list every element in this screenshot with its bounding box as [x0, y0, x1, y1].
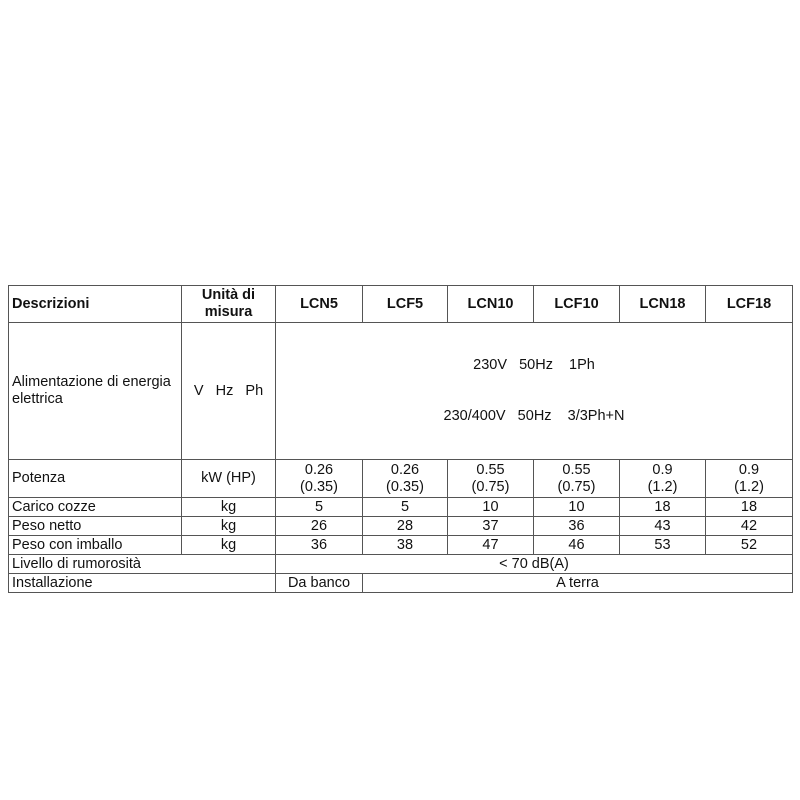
row-label: Peso netto	[8, 516, 182, 536]
row-label: Potenza	[8, 459, 182, 498]
cell: 52	[705, 535, 793, 555]
power-cell: 0.9 (1.2)	[619, 459, 706, 498]
table-row-noise: Livello di rumorosità < 70 dB(A)	[8, 554, 793, 574]
cell: 36	[533, 516, 620, 536]
header-unit: Unità di misura	[181, 285, 276, 323]
table-row-load: Carico cozze kg 5 5 10 10 18 18	[8, 497, 793, 517]
cell: 42	[705, 516, 793, 536]
header-model: LCF18	[705, 285, 793, 323]
cell: 36	[275, 535, 363, 555]
power-supply-line-2: 230/400V 50Hz 3/3Ph+N	[443, 408, 625, 424]
power-cell: 0.55 (0.75)	[533, 459, 620, 498]
cell: 38	[362, 535, 448, 555]
header-model: LCN10	[447, 285, 534, 323]
cell: 43	[619, 516, 706, 536]
cell: 37	[447, 516, 534, 536]
header-model: LCN18	[619, 285, 706, 323]
hp: (0.75)	[557, 478, 596, 495]
kw: 0.26	[304, 461, 334, 478]
hp: (0.35)	[386, 478, 424, 495]
hp: (0.75)	[471, 478, 510, 495]
kw: 0.9	[738, 461, 760, 478]
kw: 0.55	[562, 461, 591, 478]
header-model: LCF10	[533, 285, 620, 323]
power-cell: 0.55 (0.75)	[447, 459, 534, 498]
row-unit: V Hz Ph	[181, 322, 276, 460]
row-label: Peso con imballo	[8, 535, 182, 555]
power-supply-value: 230V 50Hz 1Ph 230/400V 50Hz 3/3Ph+N	[275, 322, 793, 460]
table-row-gross-weight: Peso con imballo kg 36 38 47 46 53 52	[8, 535, 793, 555]
installation-floor: A terra	[362, 573, 793, 593]
cell: 5	[362, 497, 448, 517]
row-unit: kW (HP)	[181, 459, 276, 498]
cell: 28	[362, 516, 448, 536]
cell: 26	[275, 516, 363, 536]
kw: 0.26	[390, 461, 420, 478]
cell: 18	[705, 497, 793, 517]
cell: 10	[533, 497, 620, 517]
power-cell: 0.26 (0.35)	[275, 459, 363, 498]
kw: 0.9	[652, 461, 673, 478]
table-row-net-weight: Peso netto kg 26 28 37 36 43 42	[8, 516, 793, 536]
hp: (0.35)	[300, 478, 338, 495]
row-unit: kg	[181, 535, 276, 555]
row-label: Carico cozze	[8, 497, 182, 517]
cell: 47	[447, 535, 534, 555]
table-row-power-supply: Alimentazione di energia elettrica V Hz …	[8, 322, 793, 460]
cell: 5	[275, 497, 363, 517]
row-unit: kg	[181, 516, 276, 536]
row-label: Livello di rumorosità	[8, 554, 276, 574]
header-description: Descrizioni	[8, 285, 182, 323]
power-supply-line-1: 230V 50Hz 1Ph	[473, 357, 595, 373]
installation-bench: Da banco	[275, 573, 363, 593]
cell: 53	[619, 535, 706, 555]
noise-value: < 70 dB(A)	[275, 554, 793, 574]
power-cell: 0.26 (0.35)	[362, 459, 448, 498]
specifications-table: Descrizioni Unità di misura LCN5 LCF5 LC…	[8, 285, 793, 593]
row-label: Alimentazione di energia elettrica	[8, 322, 182, 460]
hp: (1.2)	[734, 478, 764, 495]
kw: 0.55	[476, 461, 505, 478]
cell: 10	[447, 497, 534, 517]
hp: (1.2)	[647, 478, 678, 495]
table-row-installation: Installazione Da banco A terra	[8, 573, 793, 593]
cell: 18	[619, 497, 706, 517]
power-cell: 0.9 (1.2)	[705, 459, 793, 498]
header-model: LCF5	[362, 285, 448, 323]
row-label: Installazione	[8, 573, 276, 593]
table-row-power: Potenza kW (HP) 0.26 (0.35) 0.26 (0.35) 0.…	[8, 459, 793, 498]
row-unit: kg	[181, 497, 276, 517]
cell: 46	[533, 535, 620, 555]
header-row: Descrizioni Unità di misura LCN5 LCF5 LC…	[8, 285, 793, 323]
header-model: LCN5	[275, 285, 363, 323]
